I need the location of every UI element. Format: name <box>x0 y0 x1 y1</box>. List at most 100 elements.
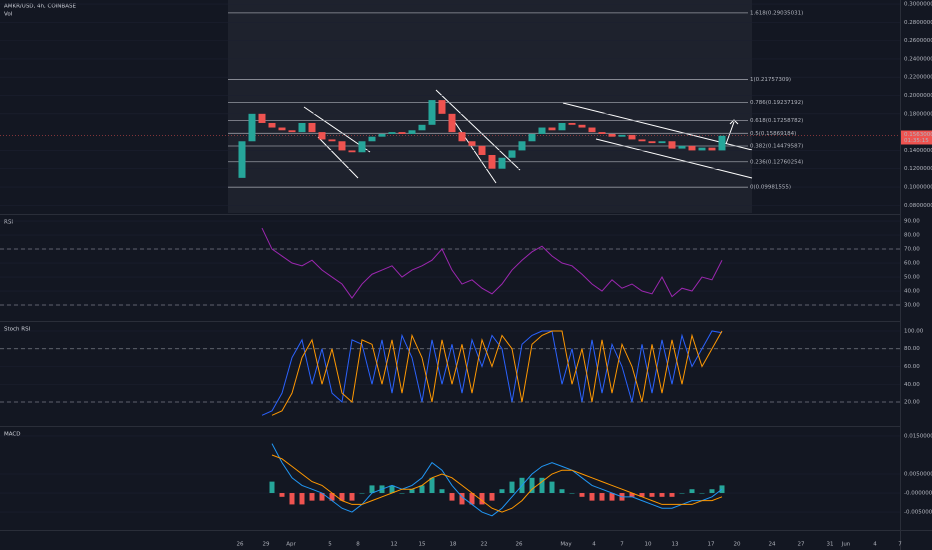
candle <box>328 139 336 142</box>
candle <box>558 122 566 131</box>
stoch-label: Stoch RSI <box>4 327 31 333</box>
candle <box>628 134 636 140</box>
fib-label: 0.236(0.12760254) <box>750 159 803 165</box>
candle <box>428 100 436 125</box>
candle <box>308 122 316 133</box>
macd-line <box>271 443 723 517</box>
candle <box>408 130 416 134</box>
candle <box>358 141 366 153</box>
histogram-bar <box>469 493 475 505</box>
histogram-bar <box>679 493 685 494</box>
histogram-bar <box>419 485 425 494</box>
countdown-label: 01:35:15 <box>904 138 929 144</box>
x-tick-label: 29 <box>263 542 270 548</box>
histogram-bar <box>449 493 455 501</box>
x-tick-label: 8 <box>356 542 360 548</box>
x-tick-label: 4 <box>873 542 877 548</box>
histogram-bar <box>569 493 575 494</box>
y-tick-label: 60.00 <box>904 261 920 267</box>
x-tick-label: 4 <box>592 542 596 548</box>
fib-label: 1.618(0.29035031) <box>750 10 803 16</box>
y-tick-label: 90.00 <box>904 219 920 225</box>
candle <box>318 132 326 140</box>
candle <box>688 145 696 151</box>
candle <box>658 141 666 144</box>
y-tick-label: 0.22000000 <box>904 75 932 81</box>
histogram-bar <box>329 493 335 501</box>
x-tick-label: 7 <box>620 542 624 548</box>
y-tick-label: 0.24000000 <box>904 56 932 62</box>
histogram-bar <box>279 493 285 497</box>
trend-line <box>435 89 521 171</box>
candle <box>618 134 626 137</box>
histogram-bar <box>289 493 295 505</box>
macd-label: MACD <box>4 432 21 438</box>
fib-label: 1(0.21757309) <box>750 77 791 83</box>
histogram-bar <box>479 493 485 505</box>
y-tick-label: 40.00 <box>904 289 920 295</box>
histogram-bar <box>339 493 345 501</box>
candle <box>238 141 246 178</box>
trend-line <box>317 136 359 179</box>
fib-label: 0.786(0.19237192) <box>750 100 803 106</box>
histogram-bar <box>349 493 355 501</box>
y-tick-label: 0.20000000 <box>904 93 932 99</box>
y-tick-label: 0.12000000 <box>904 166 932 172</box>
candle <box>388 132 396 134</box>
candle <box>438 100 446 114</box>
candle <box>498 157 506 169</box>
fib-label: 0.618(0.17258782) <box>750 118 803 124</box>
histogram-bar <box>639 493 645 497</box>
k-line <box>261 330 723 416</box>
candle <box>418 124 426 131</box>
x-tick-label: 26 <box>516 542 523 548</box>
candle <box>448 113 456 133</box>
candle <box>518 141 526 151</box>
histogram-bar <box>649 493 655 497</box>
histogram-bar <box>319 493 325 501</box>
histogram-bar <box>659 493 665 497</box>
values-line <box>261 227 723 299</box>
histogram-bar <box>629 493 635 497</box>
histogram-bar <box>499 489 505 494</box>
x-tick-label: 20 <box>734 542 741 548</box>
candle <box>718 135 726 151</box>
histogram-bar <box>599 493 605 501</box>
y-tick-label: -0.00500000 <box>904 510 932 516</box>
y-tick-label: 40.00 <box>904 382 920 388</box>
y-tick-label: 0.14000000 <box>904 148 932 154</box>
y-tick-label: 0.08000000 <box>904 203 932 209</box>
x-tick-label: 17 <box>708 542 715 548</box>
x-tick-label: 10 <box>645 542 652 548</box>
candle <box>568 122 576 125</box>
histogram-bar <box>709 489 715 494</box>
candle <box>268 122 276 128</box>
histogram-bar <box>399 493 405 494</box>
candle <box>588 127 596 133</box>
y-tick-label: 0.26000000 <box>904 38 932 44</box>
histogram-bar <box>299 493 305 505</box>
candle <box>348 150 356 153</box>
histogram-bar <box>559 489 565 494</box>
histogram-bar <box>359 493 365 494</box>
y-tick-label: -0.00000000 <box>904 491 932 497</box>
x-tick-label: 5 <box>328 542 332 548</box>
candle <box>708 147 716 151</box>
candle <box>608 133 616 137</box>
candle <box>298 122 306 133</box>
candle <box>368 136 376 142</box>
y-tick-label: 50.00 <box>904 275 920 281</box>
candle <box>508 150 516 158</box>
histogram-bar <box>669 493 675 497</box>
y-tick-label: 80.00 <box>904 346 920 352</box>
d-line <box>271 330 723 416</box>
candle <box>638 139 646 142</box>
candle <box>378 133 386 137</box>
price-tag <box>901 130 932 145</box>
histogram-bar <box>689 489 695 494</box>
histogram-bar <box>539 477 545 494</box>
x-tick-label: 24 <box>769 542 776 548</box>
candle <box>398 132 406 134</box>
x-tick-label: 18 <box>450 542 457 548</box>
